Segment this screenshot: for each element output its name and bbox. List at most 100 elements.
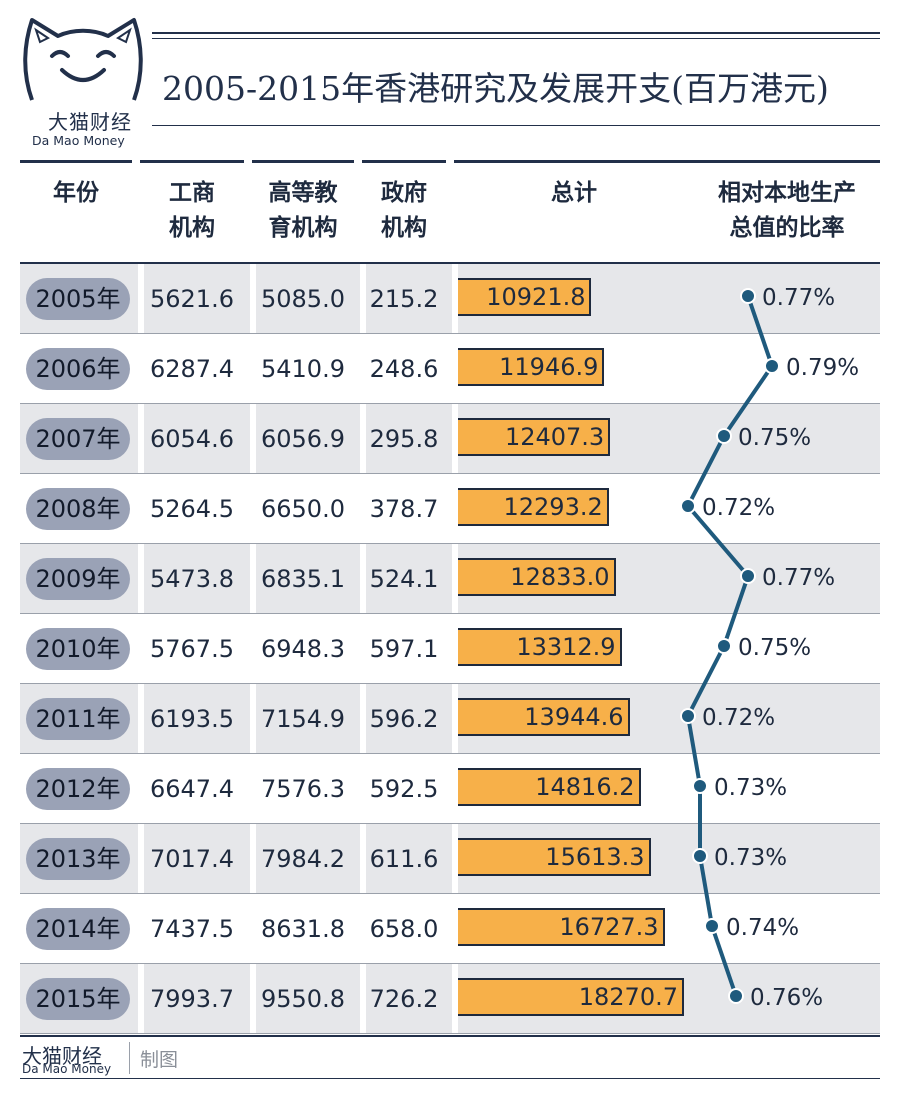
header-rule-business [140,160,244,163]
ratio-label: 0.77% [762,565,835,591]
header-government: 政府 机构 [362,176,446,246]
ratio-label: 0.73% [714,845,787,871]
higher-ed-cell: 6650.0 [261,495,345,523]
header-ratio: 相对本地生产 总值的比率 [694,176,880,246]
table-row: 2009年 5473.8 6835.1 524.1 12833.0 [20,544,880,614]
year-label: 2012年 [26,768,130,810]
government-cell: 596.2 [369,705,439,733]
column-separator [360,894,366,964]
business-cell: 7437.5 [150,915,234,943]
business-cell: 6287.4 [150,355,234,383]
table-row: 2005年 5621.6 5085.0 215.2 10921.8 [20,264,880,334]
header-ratio-line2: 总值的比率 [729,215,845,241]
ratio-label: 0.75% [738,425,811,451]
row-divider [20,333,880,334]
column-separator [452,754,458,824]
table-row: 2011年 6193.5 7154.9 596.2 13944.6 [20,684,880,754]
header-year-line1: 年份 [53,180,99,206]
total-bar [454,698,630,736]
row-divider [20,403,880,404]
column-separator [138,264,144,334]
header-government-line2: 机构 [381,215,427,241]
higher-ed-cell: 7984.2 [261,845,345,873]
business-cell: 6647.4 [150,775,234,803]
year-label: 2009年 [26,558,130,600]
total-bar-label: 12833.0 [510,563,610,591]
table-row: 2010年 5767.5 6948.3 597.1 13312.9 [20,614,880,684]
government-cell: 524.1 [369,565,439,593]
year-label: 2010年 [26,628,130,670]
header-rule-year [20,160,132,163]
header-total: 总计 [454,176,694,211]
ratio-point [692,778,708,794]
ratio-label: 0.73% [714,775,787,801]
total-bar-label: 11946.9 [499,353,599,381]
year-label: 2013年 [26,838,130,880]
column-separator [138,754,144,824]
header-business: 工商 机构 [140,176,244,246]
ratio-label: 0.75% [738,635,811,661]
higher-ed-cell: 7154.9 [261,705,345,733]
column-separator [360,754,366,824]
header-business-line2: 机构 [169,215,215,241]
ratio-label: 0.76% [750,985,823,1011]
total-bar [454,348,605,386]
column-separator [452,894,458,964]
column-separator [138,404,144,474]
ratio-label: 0.77% [762,285,835,311]
column-separator [250,614,256,684]
total-bar-label: 15613.3 [545,843,645,871]
ratio-point [704,918,720,934]
column-separator [138,334,144,404]
column-separator [360,614,366,684]
ratio-label: 0.79% [786,355,859,381]
table-row: 2007年 6054.6 6056.9 295.8 12407.3 [20,404,880,474]
title-rule-top [152,32,880,34]
column-separator [452,614,458,684]
total-bar-label: 10921.8 [486,283,586,311]
ratio-point [716,428,732,444]
header-higher-ed-line2: 育机构 [268,215,338,241]
year-label: 2011年 [26,698,130,740]
ratio-point [728,988,744,1004]
column-separator [250,964,256,1034]
business-cell: 5767.5 [150,635,234,663]
column-separator [360,824,366,894]
row-divider [20,473,880,474]
column-separator [360,404,366,474]
column-separator [138,474,144,544]
header-rule-bottom [20,262,880,264]
ratio-point [740,568,756,584]
header-business-line1: 工商 [169,180,215,206]
logo-brand-cn: 大猫财经 [48,110,132,134]
column-separator [452,334,458,404]
footer-rule [20,1035,880,1037]
total-bar [454,908,665,946]
total-bar [454,418,611,456]
column-separator [138,824,144,894]
business-cell: 5473.8 [150,565,234,593]
ratio-point [740,288,756,304]
column-separator [250,474,256,544]
total-bar-label: 14816.2 [535,773,635,801]
column-separator [250,894,256,964]
total-bar-label: 13312.9 [516,633,616,661]
year-label: 2007年 [26,418,130,460]
government-cell: 611.6 [369,845,439,873]
column-separator [452,544,458,614]
business-cell: 6193.5 [150,705,234,733]
column-separator [250,684,256,754]
ratio-point [716,638,732,654]
higher-ed-cell: 6948.3 [261,635,345,663]
header-year: 年份 [20,176,132,211]
business-cell: 7017.4 [150,845,234,873]
table-row: 2013年 7017.4 7984.2 611.6 15613.3 [20,824,880,894]
title-rule-top-thin [152,38,880,39]
ratio-point [680,708,696,724]
total-bar [454,488,609,526]
header-ratio-line1: 相对本地生产 [718,180,856,206]
footer-brand-en: Da Mao Money [22,1062,112,1076]
government-cell: 248.6 [369,355,439,383]
total-bar [454,278,592,316]
column-separator [138,684,144,754]
